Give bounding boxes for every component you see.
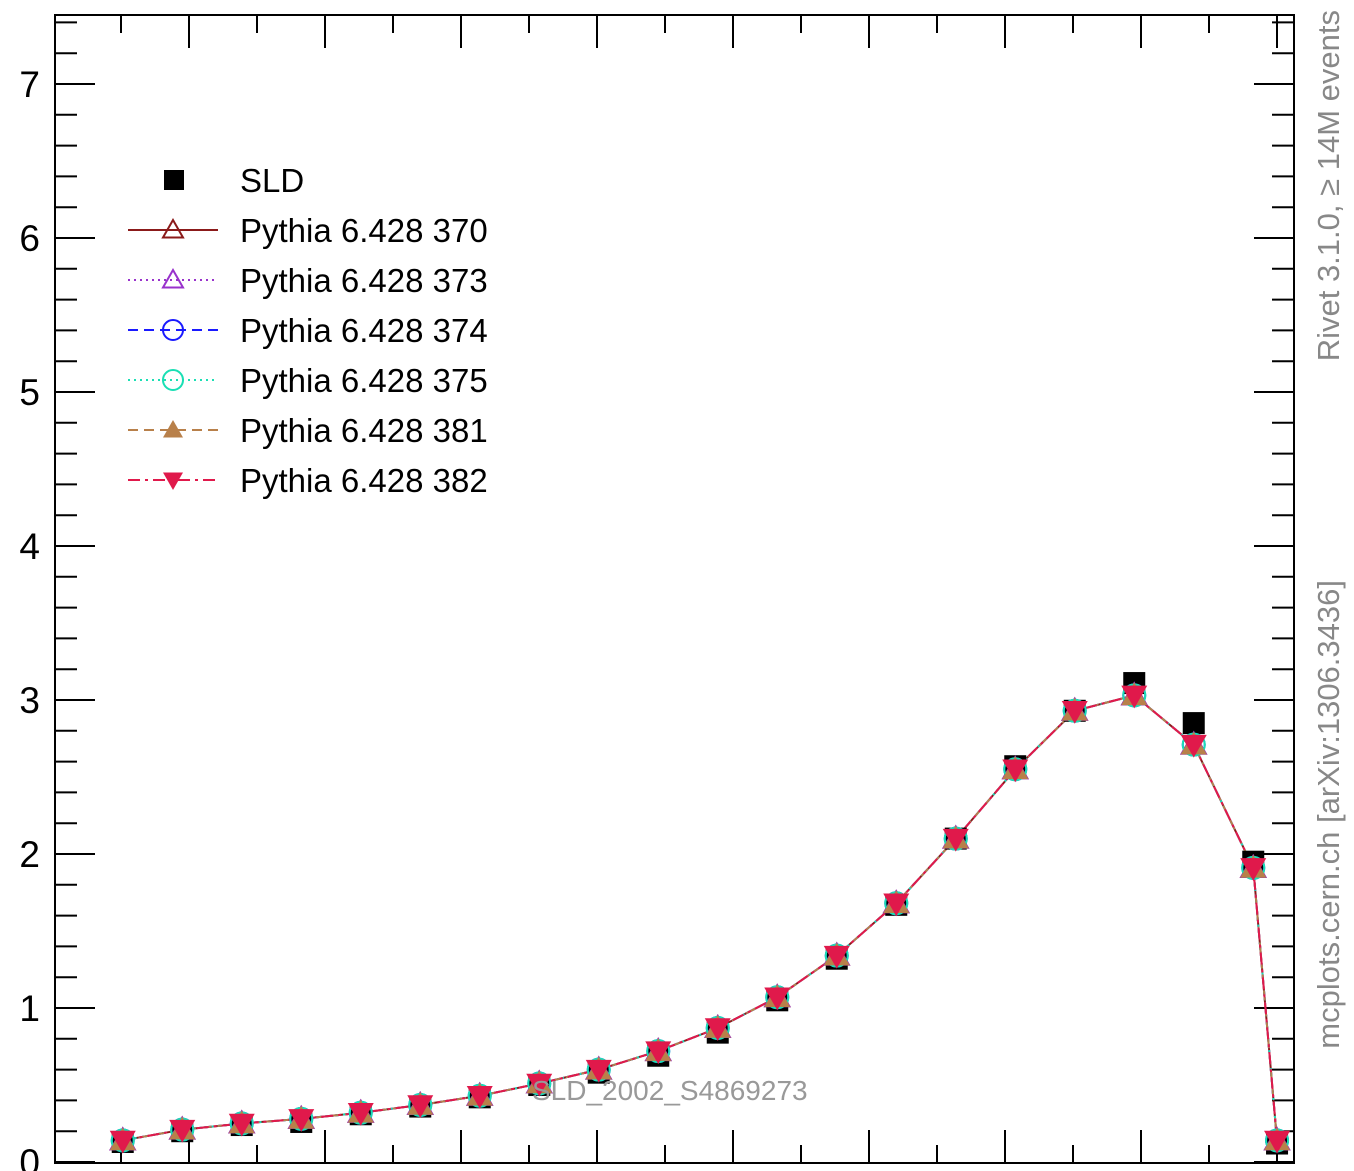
data-point (169, 1119, 196, 1143)
legend-label: Pythia 6.428 375 (240, 362, 488, 399)
data-point (526, 1073, 553, 1097)
legend-label: Pythia 6.428 373 (240, 262, 488, 299)
y-tick-label: 1 (19, 988, 40, 1029)
legend-marker (163, 420, 183, 438)
legend-marker (164, 170, 184, 190)
plot-frame (54, 14, 1295, 1164)
y-tick-label: 6 (19, 218, 40, 259)
data-point (645, 1041, 672, 1065)
plot-border (54, 14, 1295, 1164)
side-label-mcplots: mcplots.cern.ch [arXiv:1306.3436] (1311, 580, 1346, 1049)
data-point (1121, 685, 1148, 709)
y-tick-label: 2 (19, 834, 40, 875)
legend-label: Pythia 6.428 382 (240, 462, 488, 499)
y-tick-label: 5 (19, 372, 40, 413)
legend-marker (163, 472, 183, 490)
legend-marker (161, 217, 185, 239)
analysis-id-label: SLD_2002_S4869273 (532, 1075, 808, 1106)
legend-marker (161, 267, 185, 289)
series-points (109, 672, 1291, 1155)
y-tick-label: 4 (19, 526, 40, 567)
data-point (585, 1059, 612, 1083)
series-line (122, 694, 1278, 1142)
data-point (1264, 1130, 1291, 1154)
data-point (823, 945, 850, 969)
data-point (1061, 701, 1088, 724)
y-tick-label: 3 (19, 680, 40, 721)
series-line (122, 694, 1278, 1142)
data-point (109, 1130, 136, 1154)
series-line (122, 694, 1278, 1142)
series-lines (122, 694, 1278, 1142)
data-point (883, 893, 910, 917)
data-point (1002, 759, 1029, 783)
data-point (1240, 858, 1267, 881)
data-point (466, 1086, 493, 1109)
legend: SLD Pythia 6.428 370 Pythia 6.428 373 Pythi… (128, 162, 488, 499)
data-point (288, 1109, 315, 1132)
legend-label: SLD (240, 162, 304, 199)
data-point (1180, 734, 1207, 758)
data-point (1182, 712, 1205, 735)
y-tick-label: 7 (19, 64, 40, 105)
series-line (122, 694, 1278, 1142)
data-point (407, 1095, 434, 1119)
legend-label: Pythia 6.428 370 (240, 212, 488, 249)
side-label-rivet: Rivet 3.1.0, ≥ 14M events (1311, 10, 1346, 361)
legend-marker (162, 319, 184, 341)
series-line (122, 694, 1278, 1142)
data-point (228, 1113, 255, 1137)
legend-label: Pythia 6.428 374 (240, 312, 488, 349)
data-point (764, 987, 791, 1011)
data-point (704, 1018, 731, 1042)
series-line (122, 694, 1278, 1142)
legend-label: Pythia 6.428 381 (240, 412, 488, 449)
data-point (347, 1102, 374, 1126)
y-tick-label: 0 (19, 1142, 40, 1171)
data-point (942, 828, 969, 852)
legend-marker (162, 369, 184, 391)
y-axis: 0 1 2 3 4 5 6 7 (19, 21, 1294, 1171)
